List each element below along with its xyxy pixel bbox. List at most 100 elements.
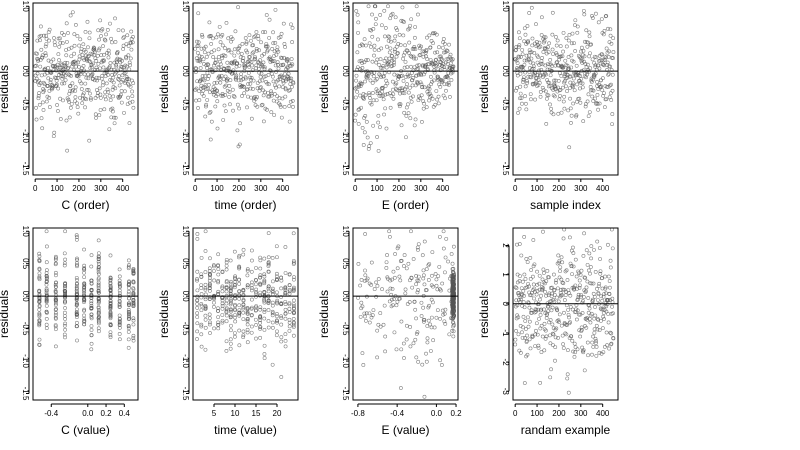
data-point — [561, 30, 566, 35]
data-point — [520, 48, 525, 52]
data-point — [45, 83, 50, 88]
data-point — [209, 119, 214, 124]
data-point — [283, 291, 288, 295]
data-point — [223, 109, 228, 114]
data-point — [230, 37, 235, 41]
data-point — [262, 297, 267, 302]
data-point — [380, 86, 385, 91]
data-point — [395, 266, 400, 271]
data-point — [195, 269, 200, 274]
data-point — [363, 268, 367, 273]
data-point — [412, 123, 417, 128]
data-point — [96, 48, 101, 53]
data-point — [220, 320, 225, 325]
data-point — [216, 263, 220, 268]
data-point — [413, 337, 418, 342]
data-point — [370, 59, 375, 64]
data-point — [420, 120, 424, 124]
scatter-points — [353, 4, 456, 153]
data-point — [555, 52, 559, 57]
data-point — [236, 50, 241, 55]
data-point — [44, 309, 49, 314]
data-point — [218, 80, 223, 85]
data-point — [528, 346, 533, 351]
data-point — [597, 101, 602, 106]
data-point — [565, 376, 570, 381]
data-point — [220, 32, 225, 37]
data-point — [241, 288, 246, 293]
data-point — [63, 73, 68, 78]
data-point — [527, 305, 532, 310]
data-point — [220, 318, 225, 323]
data-point — [393, 252, 397, 256]
data-point — [549, 106, 553, 111]
data-point — [376, 148, 381, 153]
data-point — [590, 340, 595, 345]
data-point — [562, 94, 567, 99]
data-point — [437, 234, 442, 239]
data-point — [567, 315, 571, 320]
data-point — [247, 33, 252, 38]
data-point — [386, 4, 390, 9]
data-point — [117, 303, 122, 308]
data-point — [131, 287, 136, 292]
data-point — [533, 307, 538, 312]
data-point — [82, 68, 86, 73]
data-point — [82, 319, 87, 324]
data-point — [548, 333, 552, 338]
data-point — [258, 273, 263, 278]
data-point — [541, 50, 546, 54]
data-point — [584, 28, 589, 33]
data-point — [391, 96, 396, 101]
data-point — [258, 275, 262, 280]
data-point — [602, 105, 607, 110]
data-point — [82, 267, 87, 272]
data-point — [435, 97, 439, 102]
data-point — [599, 17, 604, 22]
data-point — [413, 117, 418, 122]
data-point — [81, 64, 86, 68]
data-point — [532, 296, 536, 301]
data-point — [553, 34, 558, 39]
data-point — [569, 334, 574, 339]
data-point — [436, 101, 441, 106]
data-point — [39, 33, 43, 38]
data-point — [376, 322, 381, 327]
data-point — [216, 306, 220, 311]
data-point — [411, 46, 416, 51]
data-point — [92, 78, 97, 83]
data-point — [528, 256, 533, 260]
data-point — [426, 68, 430, 72]
data-point — [203, 44, 208, 49]
data-point — [126, 53, 131, 58]
data-point — [572, 41, 576, 46]
data-point — [530, 36, 535, 41]
data-point — [87, 91, 92, 96]
data-point — [395, 51, 400, 56]
data-point — [131, 300, 136, 305]
data-point — [601, 314, 606, 319]
data-point — [292, 288, 296, 292]
data-point — [552, 94, 557, 99]
data-point — [451, 295, 456, 299]
data-point — [59, 61, 64, 66]
data-point — [423, 288, 428, 293]
data-point — [367, 320, 372, 325]
data-point — [240, 58, 245, 63]
data-point — [254, 266, 258, 270]
data-point — [130, 89, 134, 94]
data-point — [207, 281, 212, 286]
data-point — [548, 73, 553, 78]
data-point — [516, 110, 520, 115]
data-point — [544, 334, 549, 339]
data-point — [67, 115, 72, 120]
data-point — [224, 348, 229, 353]
data-point — [363, 93, 368, 98]
data-point — [518, 350, 523, 355]
data-point — [266, 308, 271, 312]
data-point — [606, 71, 611, 76]
data-point — [241, 302, 246, 307]
data-point — [279, 339, 284, 344]
data-point — [201, 57, 206, 62]
